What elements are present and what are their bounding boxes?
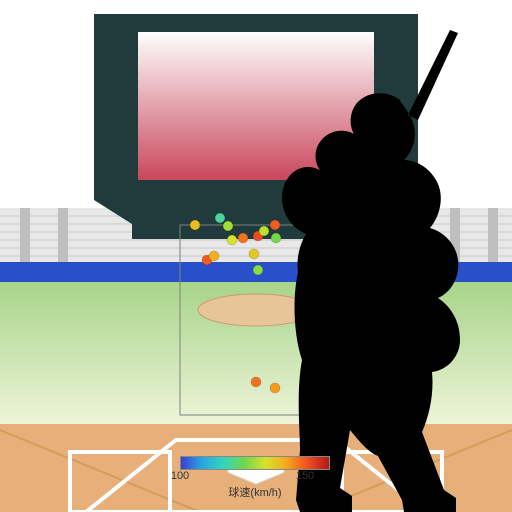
pitch-location-chart: [0, 0, 512, 512]
legend-ticks: 100150: [180, 470, 330, 484]
legend-tick: 100: [171, 470, 189, 482]
legend-gradient: [180, 456, 330, 470]
legend-label: 球速(km/h): [180, 484, 330, 500]
legend-tick: 150: [296, 470, 314, 482]
speed-legend: 100150 球速(km/h): [180, 456, 330, 500]
